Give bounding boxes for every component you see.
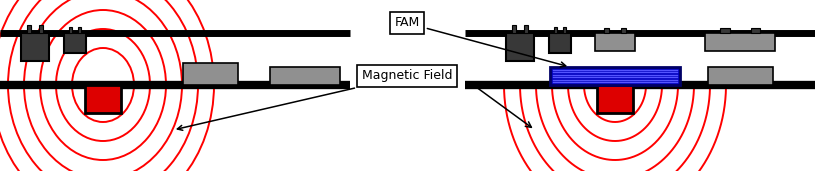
Bar xyxy=(597,85,633,113)
Bar xyxy=(85,85,121,113)
Bar xyxy=(270,67,340,85)
Bar xyxy=(707,67,773,85)
Bar xyxy=(524,25,528,33)
Bar xyxy=(512,25,516,33)
Bar xyxy=(506,33,534,61)
Bar xyxy=(64,33,86,53)
Bar xyxy=(21,33,49,61)
Bar xyxy=(549,33,571,53)
Text: FAM: FAM xyxy=(394,16,566,67)
Bar xyxy=(78,27,82,33)
Bar xyxy=(554,27,557,33)
Bar xyxy=(39,25,43,33)
Bar xyxy=(705,33,775,51)
Bar xyxy=(720,28,729,33)
Text: Magnetic Field: Magnetic Field xyxy=(178,69,452,130)
Bar xyxy=(595,33,635,51)
Bar xyxy=(183,63,237,85)
Bar xyxy=(550,67,680,85)
Bar xyxy=(751,28,760,33)
Bar xyxy=(27,25,31,33)
Bar xyxy=(563,27,566,33)
Bar xyxy=(604,28,609,33)
Bar xyxy=(68,27,72,33)
Bar xyxy=(621,28,626,33)
